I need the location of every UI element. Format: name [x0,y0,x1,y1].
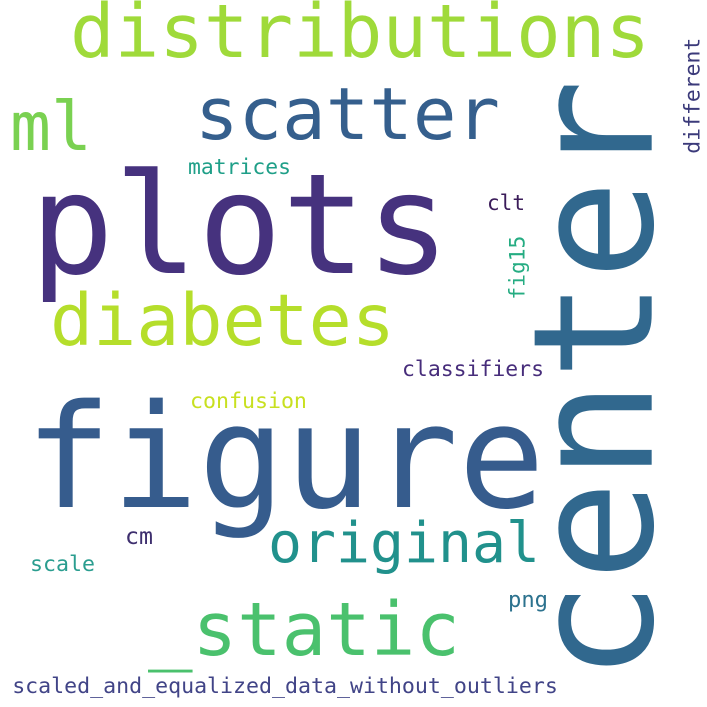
word-diabetes: diabetes [50,279,395,363]
word-scaled-and-equalized-data-without-outliers: scaled_and_equalized_data_without_outlie… [12,674,558,700]
word-clt: clt [487,190,525,215]
word-scatter: scatter [195,72,500,157]
word-different: different [680,38,706,154]
word-static: _static [148,587,460,673]
word-scale: scale [30,552,95,578]
word-figure: figure [25,373,545,541]
word-plots: plots [30,143,450,307]
word-png: png [508,586,548,613]
word-original: original [268,510,540,576]
word-cm: cm [125,522,153,550]
word-ml: ml [10,87,92,167]
word-classifiers: classifiers [402,357,544,383]
word-matrices: matrices [188,155,291,181]
word-distributions: distributions [70,0,651,76]
word-confusion: confusion [190,389,307,415]
word-fig15: fig15 [505,236,531,301]
